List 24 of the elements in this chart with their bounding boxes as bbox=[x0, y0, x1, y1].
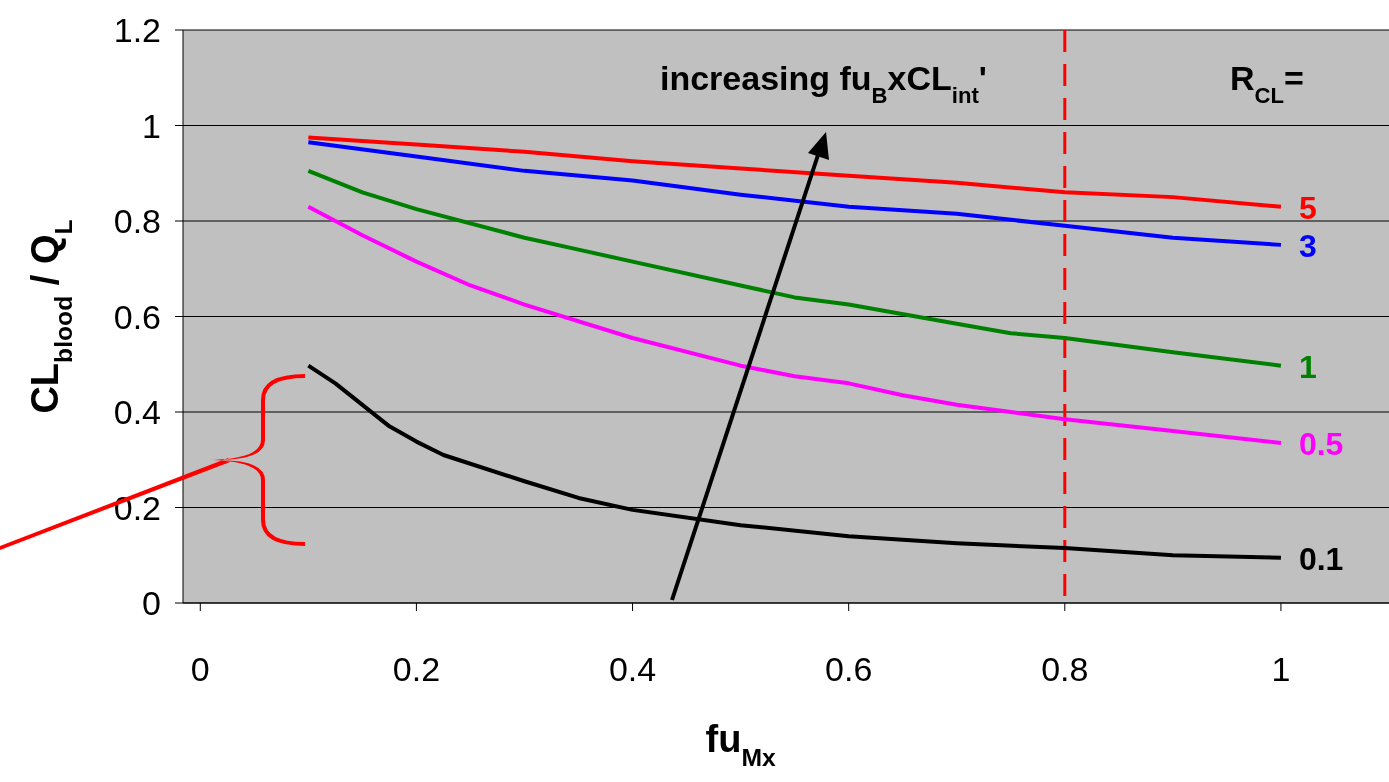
line-series bbox=[306, 204, 1283, 446]
y-tick-label: 1 bbox=[142, 106, 161, 145]
x-tick-label: 0.6 bbox=[825, 650, 873, 688]
y-tick-label: 1.2 bbox=[113, 11, 161, 49]
x-tick-label: 0.2 bbox=[392, 650, 441, 688]
series-label: 3 bbox=[1298, 227, 1317, 264]
series-label: 1 bbox=[1298, 348, 1317, 385]
y-tick-label: 0.4 bbox=[113, 393, 161, 431]
y-tick-label: 0.8 bbox=[113, 202, 161, 240]
series-label: 0.1 bbox=[1298, 540, 1344, 577]
x-tick-label: 0.8 bbox=[1041, 650, 1089, 688]
series-label: 5 bbox=[1298, 189, 1317, 226]
series-label: 0.5 bbox=[1298, 426, 1344, 463]
annotation: increasing fu$_{B}$xCL$_{int}$' bbox=[660, 59, 987, 108]
annotation: R$_{CL}$= bbox=[1230, 59, 1304, 108]
line-series bbox=[306, 140, 1283, 247]
y-tick-label: 0 bbox=[142, 584, 161, 622]
line-series bbox=[306, 135, 1283, 209]
x-tick-label: 0 bbox=[190, 650, 210, 688]
x-axis-title: fu$_{Mx}$ bbox=[705, 718, 776, 771]
x-tick-label: 0.4 bbox=[608, 650, 657, 688]
line-series bbox=[306, 168, 1283, 368]
x-tick-label: 1 bbox=[1271, 650, 1291, 688]
y-tick-label: 0.6 bbox=[113, 297, 161, 336]
